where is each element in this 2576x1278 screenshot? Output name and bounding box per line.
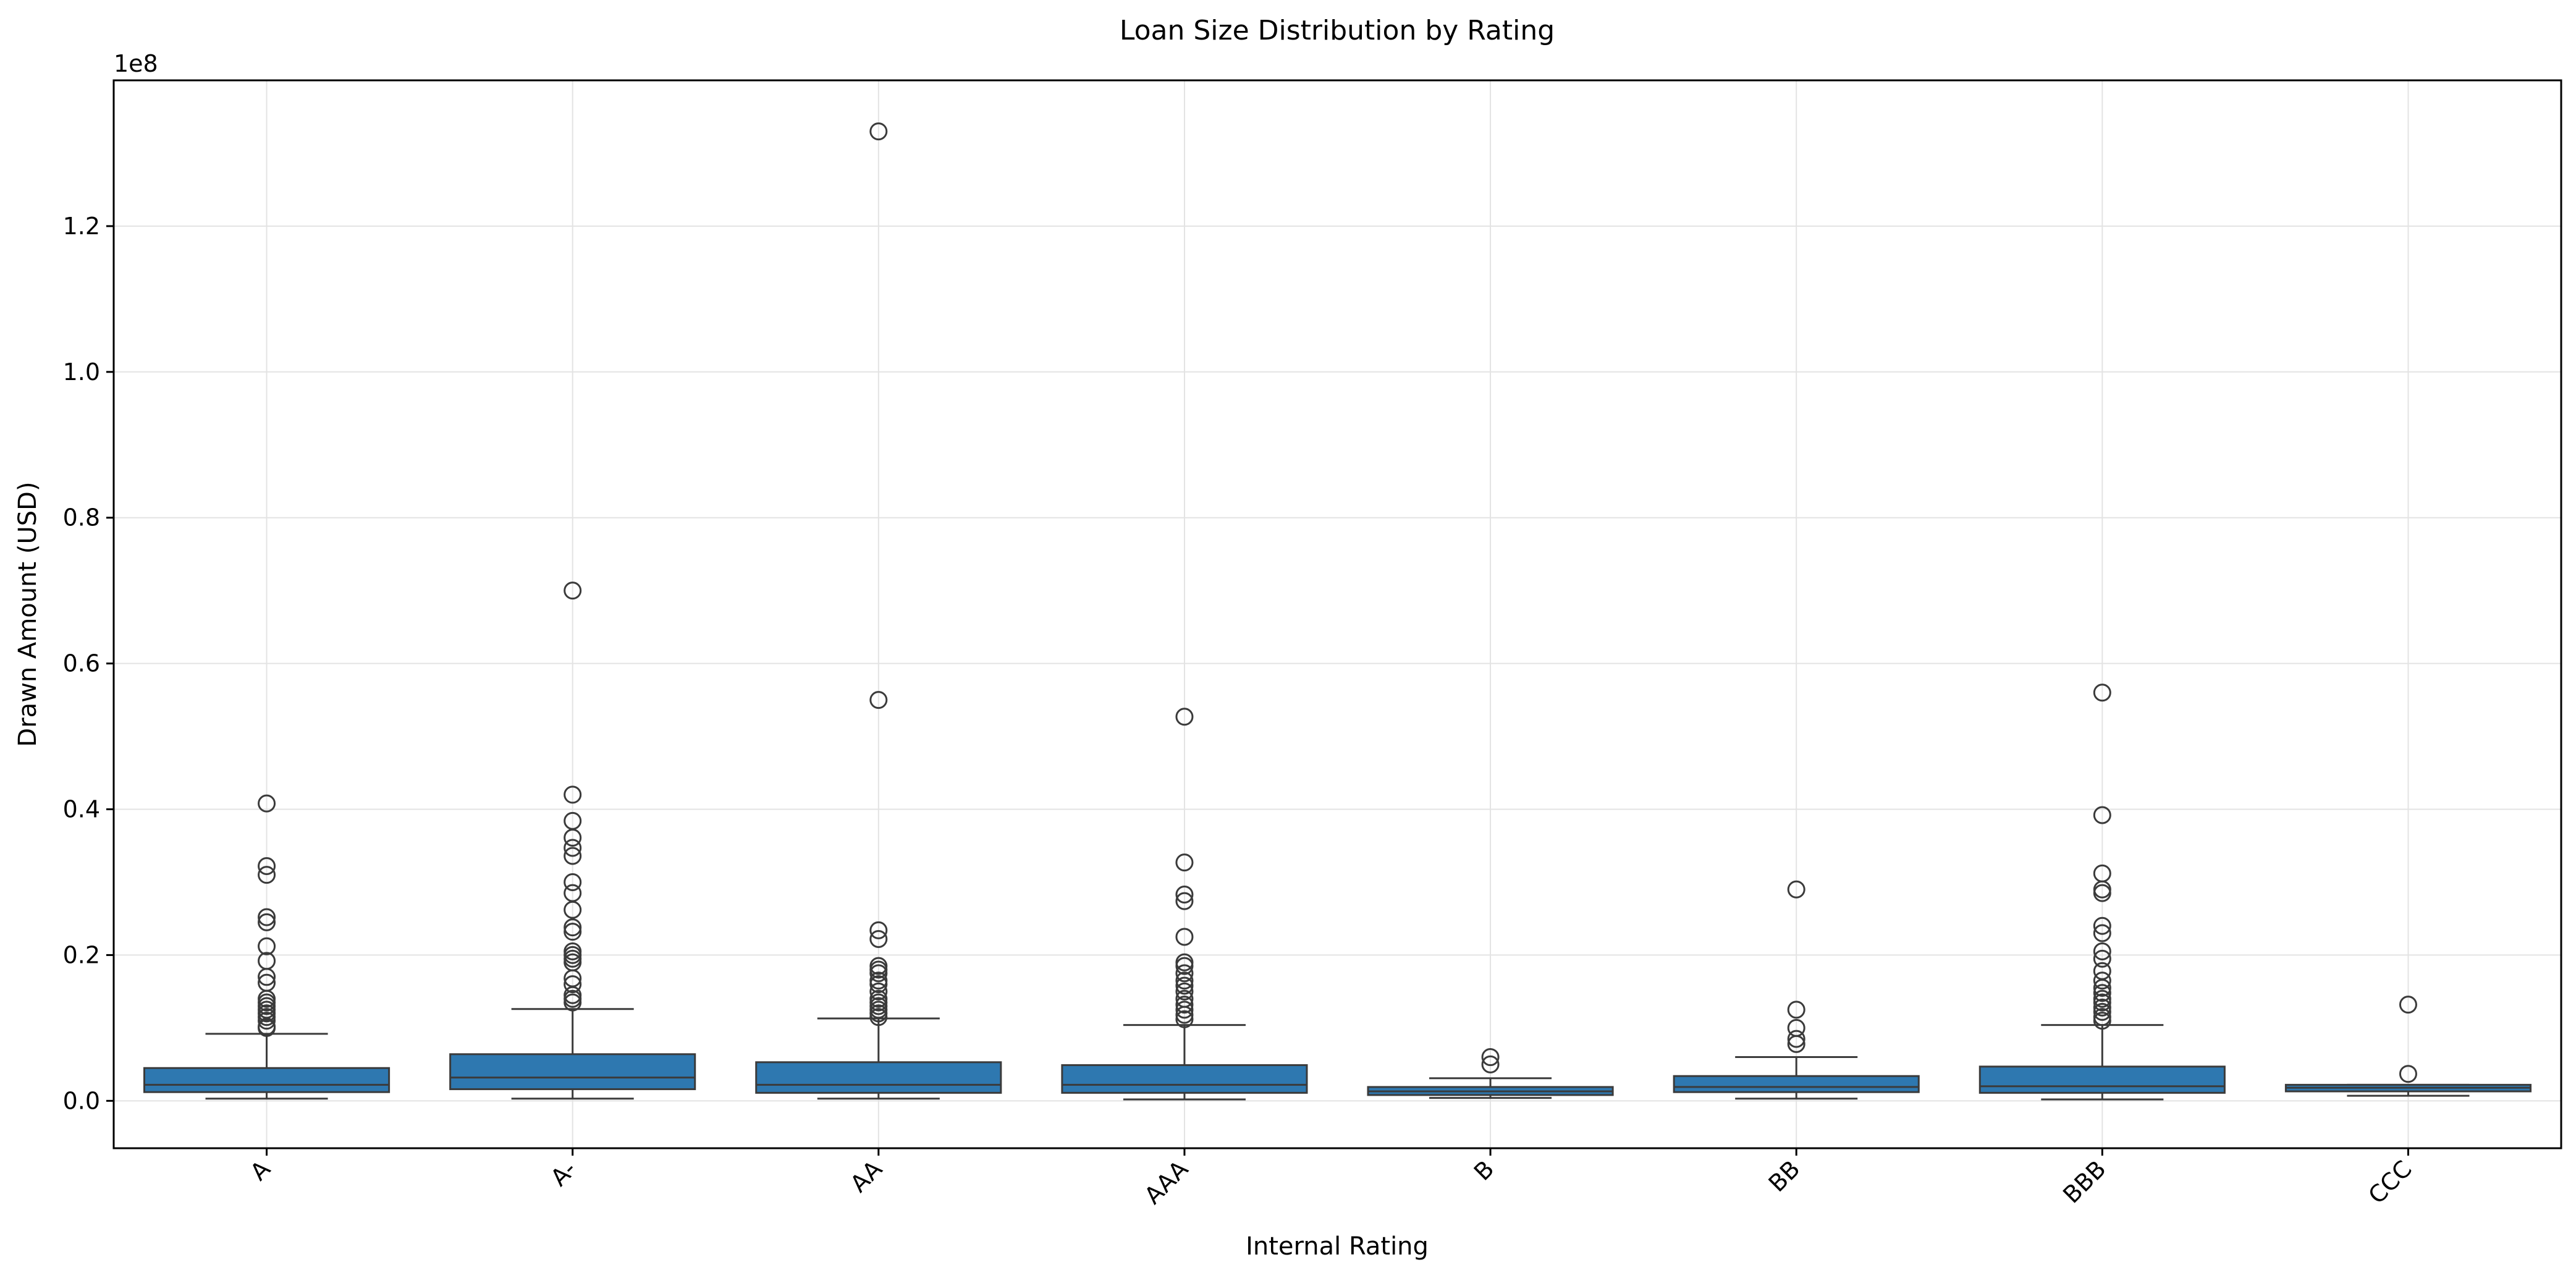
outlier-point bbox=[2093, 683, 2111, 702]
y-tick-label: 0.2 bbox=[63, 941, 100, 968]
outlier-point bbox=[2093, 979, 2111, 997]
outlier-point bbox=[1175, 964, 1194, 983]
box-group bbox=[1673, 880, 1920, 1100]
box-iqr bbox=[143, 1067, 391, 1093]
outlier-point bbox=[869, 921, 888, 939]
outlier-point bbox=[2093, 1002, 2111, 1021]
outlier-point bbox=[1175, 982, 1194, 1001]
box-group bbox=[1061, 708, 1308, 1101]
outlier-point bbox=[258, 937, 276, 955]
outlier-point bbox=[1175, 1005, 1194, 1024]
outlier-point bbox=[258, 968, 276, 986]
outlier-point bbox=[564, 582, 582, 600]
y-tick-label: 0.4 bbox=[63, 796, 100, 823]
outlier-point bbox=[2093, 1012, 2111, 1030]
y-tick-label: 0.0 bbox=[63, 1087, 100, 1114]
box-group bbox=[1978, 683, 2226, 1101]
y-axis-offset-label: 1e8 bbox=[114, 50, 158, 77]
outlier-point bbox=[564, 900, 582, 919]
outlier-point bbox=[258, 913, 276, 931]
outlier-point bbox=[1175, 1010, 1194, 1028]
outlier-point bbox=[2399, 1065, 2417, 1083]
outlier-point bbox=[1787, 1035, 1805, 1053]
outlier-point bbox=[564, 829, 582, 847]
y-tick-label: 0.6 bbox=[63, 650, 100, 677]
outlier-point bbox=[564, 975, 582, 994]
y-tick-label: 1.0 bbox=[63, 358, 100, 386]
outlier-point bbox=[869, 982, 888, 1001]
outlier-point bbox=[869, 964, 888, 983]
box-group bbox=[1367, 1048, 1614, 1099]
outlier-point bbox=[2093, 884, 2111, 902]
box-iqr bbox=[449, 1053, 696, 1090]
outlier-point bbox=[1175, 971, 1194, 990]
outlier-point bbox=[1175, 853, 1194, 872]
outlier-point bbox=[258, 866, 276, 884]
outlier-point bbox=[1175, 892, 1194, 910]
outlier-point bbox=[564, 918, 582, 937]
outlier-point bbox=[2093, 806, 2111, 824]
outlier-point bbox=[564, 923, 582, 941]
box-iqr bbox=[1673, 1075, 1920, 1093]
outlier-point bbox=[869, 929, 888, 948]
plot-frame bbox=[112, 79, 2562, 1149]
outlier-point bbox=[564, 839, 582, 857]
box-series bbox=[143, 122, 2532, 1101]
outlier-point bbox=[258, 1018, 276, 1037]
outlier-point bbox=[1175, 1001, 1194, 1019]
box-iqr bbox=[755, 1061, 1002, 1094]
outlier-point bbox=[1175, 996, 1194, 1014]
outlier-point bbox=[2093, 993, 2111, 1012]
outlier-point bbox=[869, 691, 888, 709]
outlier-point bbox=[564, 993, 582, 1012]
outlier-point bbox=[1787, 1001, 1805, 1019]
outlier-point bbox=[564, 873, 582, 891]
box-iqr bbox=[1978, 1065, 2226, 1094]
box-iqr bbox=[1061, 1064, 1308, 1094]
outlier-point bbox=[258, 908, 276, 926]
box-group bbox=[755, 122, 1002, 1100]
outlier-point bbox=[258, 794, 276, 813]
outlier-point bbox=[564, 847, 582, 865]
outlier-point bbox=[1481, 1048, 1500, 1067]
outlier-point bbox=[2093, 984, 2111, 1002]
box-group bbox=[449, 582, 696, 1100]
outlier-point bbox=[2093, 971, 2111, 990]
outlier-point bbox=[564, 785, 582, 804]
outlier-point bbox=[1175, 886, 1194, 904]
outlier-point bbox=[2093, 924, 2111, 942]
box-group bbox=[143, 794, 391, 1100]
outlier-point bbox=[2399, 996, 2417, 1014]
outlier-point bbox=[2093, 949, 2111, 968]
outlier-point bbox=[2093, 942, 2111, 961]
outlier-point bbox=[869, 1008, 888, 1026]
box-group bbox=[2284, 996, 2532, 1097]
outlier-point bbox=[869, 975, 888, 994]
y-tick-label: 0.8 bbox=[63, 504, 100, 531]
outlier-point bbox=[2093, 916, 2111, 935]
y-axis-label: Drawn Amount (USD) bbox=[14, 481, 42, 747]
outlier-point bbox=[1787, 1030, 1805, 1048]
x-axis-label: Internal Rating bbox=[1246, 1232, 1429, 1261]
chart-title: Loan Size Distribution by Rating bbox=[1120, 15, 1555, 46]
outlier-point bbox=[2093, 998, 2111, 1017]
outlier-point bbox=[1175, 976, 1194, 995]
outlier-point bbox=[869, 122, 888, 141]
outlier-point bbox=[1787, 880, 1805, 899]
outlier-point bbox=[1175, 957, 1194, 975]
outlier-point bbox=[258, 857, 276, 876]
y-tick-label: 1.2 bbox=[63, 213, 100, 240]
outlier-point bbox=[1481, 1055, 1500, 1073]
outlier-point bbox=[1175, 708, 1194, 726]
outlier-point bbox=[1175, 928, 1194, 946]
outlier-point bbox=[258, 1012, 276, 1030]
